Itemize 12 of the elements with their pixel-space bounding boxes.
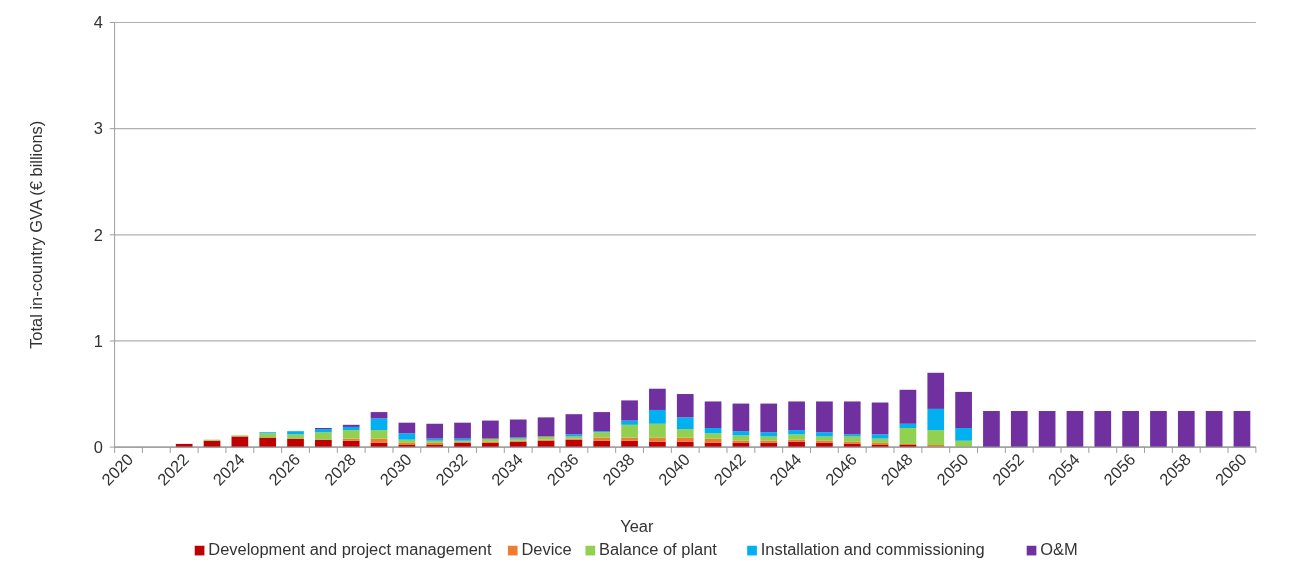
y-tick-label: 3 — [93, 119, 103, 138]
x-axis-title: Year — [620, 517, 655, 536]
y-tick-label: 2 — [93, 225, 103, 244]
legend-label: O&M — [1040, 540, 1078, 559]
legend-label: Development and project management — [208, 540, 492, 559]
y-tick-label: 0 — [93, 437, 103, 456]
legend-label: Balance of plant — [599, 540, 718, 559]
y-axis-title: Total in-country GVA (€ billions) — [27, 120, 46, 349]
y-tick-label: 4 — [93, 13, 103, 32]
y-tick-label: 1 — [93, 331, 103, 350]
legend-label: Installation and commissioning — [760, 540, 985, 559]
legend-label: Device — [521, 540, 572, 559]
